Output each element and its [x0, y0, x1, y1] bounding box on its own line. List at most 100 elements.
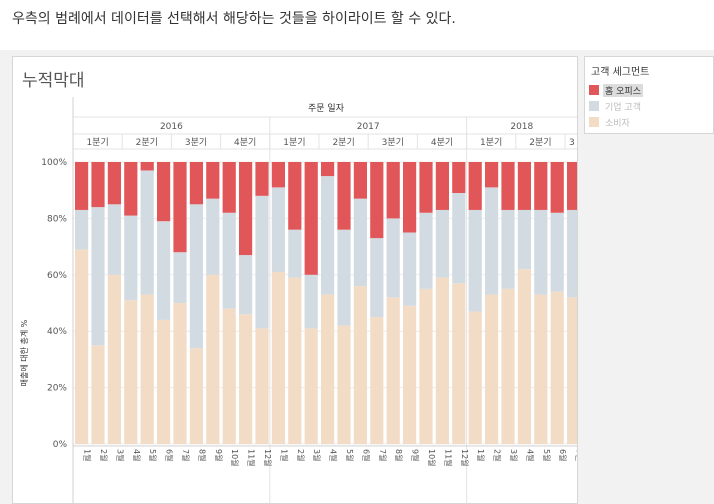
bar-segment: [140, 170, 154, 295]
bar-segment: [435, 209, 449, 278]
bar-segment: [124, 300, 138, 444]
bar-segment: [550, 212, 564, 292]
bar-segment: [501, 288, 515, 444]
bar-segment: [75, 209, 89, 250]
bar-segment: [239, 162, 253, 256]
bar-segment: [468, 311, 482, 444]
bar-segment: [255, 328, 269, 444]
legend-item-corporate[interactable]: 기업 고객: [589, 99, 643, 113]
legend-title: 고객 세그먼트: [591, 67, 650, 78]
bar-segment: [288, 277, 302, 444]
month-label: 4월: [329, 449, 339, 461]
legend-swatch-home-office: [589, 85, 599, 95]
bar-segment: [337, 229, 351, 326]
month-label: 10월: [230, 449, 240, 467]
bar-segment: [353, 162, 367, 199]
month-label: 9월: [411, 449, 421, 461]
y-tick-label: 40%: [47, 327, 67, 337]
bar-segment: [157, 162, 171, 222]
bar-segment: [567, 297, 577, 444]
bar-segment: [386, 297, 400, 444]
bar-segment: [386, 162, 400, 219]
bar-segment: [517, 162, 531, 210]
quarter-label: 1분기: [283, 137, 305, 148]
bar-segment: [75, 162, 89, 210]
month-label: 9월: [214, 449, 224, 461]
bar-segment: [173, 303, 187, 444]
month-label: 3월: [509, 449, 519, 461]
bar-segment: [271, 162, 285, 188]
bar-segment: [370, 238, 384, 318]
bar-segment: [403, 305, 417, 444]
bar-segment: [255, 162, 269, 196]
legend-label-consumer: 소비자: [605, 118, 630, 129]
month-label: 4월: [132, 449, 142, 461]
stacked-bar-chart: 누적막대 주문 일자 매출에 대한 총계 % 0% 20% 40% 60% 80% 100…: [19, 71, 577, 503]
bar-segment: [107, 274, 121, 444]
bar-segment: [337, 162, 351, 230]
bar-segment: [75, 249, 89, 444]
month-label: 7월: [181, 449, 191, 461]
bar-segment: [107, 162, 121, 205]
bar-segment: [550, 162, 564, 213]
bar-segment: [517, 209, 531, 270]
bar-segment: [485, 162, 499, 188]
y-tick-label: 80%: [47, 214, 67, 224]
quarter-label: 4분기: [431, 137, 453, 148]
bar-segment: [124, 162, 138, 216]
month-label: 2월: [296, 449, 306, 461]
month-label: 5월: [542, 449, 552, 461]
month-label: 1월: [476, 449, 486, 461]
y-tick-label: 100%: [41, 158, 67, 168]
bar-segment: [435, 277, 449, 444]
bar-segment: [370, 162, 384, 239]
quarter-label: 2분기: [136, 137, 158, 148]
legend-label-home-office: 홈 오피스: [603, 83, 643, 97]
bar-segment: [222, 212, 236, 309]
month-label: 8월: [197, 449, 207, 461]
quarter-label: 1분기: [480, 137, 502, 148]
month-label: 5월: [148, 449, 158, 461]
bar-segment: [173, 252, 187, 303]
month-label: 4월: [525, 449, 535, 461]
legend-item-home-office[interactable]: 홈 오피스: [589, 83, 643, 97]
bar-segment: [485, 294, 499, 444]
bar-segment: [222, 162, 236, 213]
bar-segment: [124, 215, 138, 301]
bar-segment: [485, 187, 499, 295]
bar-segment: [222, 308, 236, 444]
legend-label-corporate: 기업 고객: [605, 102, 641, 113]
bar-segment: [239, 314, 253, 444]
legend-panel: 고객 세그먼트 홈 오피스 기업 고객 소비자: [584, 56, 714, 134]
bar-segment: [271, 187, 285, 272]
bar-segment: [321, 162, 335, 177]
month-label: 5월: [345, 449, 355, 461]
month-label: 11월: [443, 449, 453, 467]
bar-segment: [173, 162, 187, 253]
month-label: 3월: [312, 449, 322, 461]
month-label: 11월: [247, 449, 257, 467]
y-tick-label: 60%: [47, 271, 67, 281]
bar-segment: [534, 294, 548, 444]
month-label: 12월: [263, 449, 273, 467]
header-title: 주문 일자: [308, 103, 345, 114]
chart-card: 누적막대 주문 일자 매출에 대한 총계 % 0% 20% 40% 60% 80% 100…: [12, 56, 578, 504]
y-tick-label: 20%: [47, 384, 67, 394]
bar-segment: [157, 319, 171, 444]
bar-segment: [534, 209, 548, 295]
caption-text: 우측의 범례에서 데이터를 선택해서 해당하는 것들을 하이라이트 할 수 있다…: [12, 11, 456, 27]
month-label: 1월: [83, 449, 93, 461]
bar-segment: [91, 207, 105, 346]
bar-segment: [255, 195, 269, 329]
bar-segment: [386, 218, 400, 298]
legend-item-consumer[interactable]: 소비자: [589, 115, 632, 129]
bar-segment: [107, 204, 121, 275]
bar-segment: [337, 325, 351, 444]
legend-swatch-corporate: [589, 101, 599, 111]
bar-segment: [91, 162, 105, 208]
bar-segment: [206, 162, 220, 199]
month-label: 2월: [493, 449, 503, 461]
bar-segment: [452, 162, 466, 194]
month-label: 3월: [115, 449, 125, 461]
bar-segment: [288, 229, 302, 278]
